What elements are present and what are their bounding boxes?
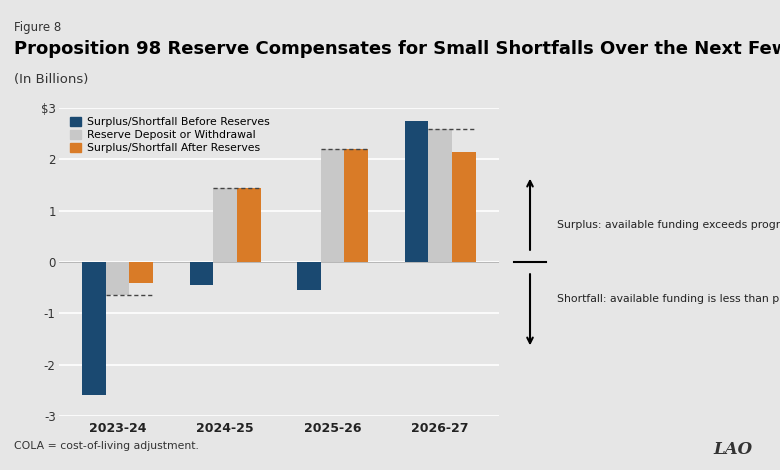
- Bar: [405, 121, 428, 262]
- Bar: [190, 262, 213, 285]
- Bar: [428, 129, 452, 262]
- Text: (In Billions): (In Billions): [14, 73, 88, 86]
- Text: Figure 8: Figure 8: [14, 21, 62, 34]
- Legend: Surplus/Shortfall Before Reserves, Reserve Deposit or Withdrawal, Surplus/Shortf: Surplus/Shortfall Before Reserves, Reser…: [69, 115, 271, 156]
- Text: Surplus: available funding exceeds program costs, adjusted for COLA.: Surplus: available funding exceeds progr…: [557, 220, 780, 230]
- Bar: [452, 152, 476, 262]
- Bar: [321, 149, 345, 262]
- Text: LAO: LAO: [714, 441, 753, 458]
- Bar: [297, 262, 321, 290]
- Bar: [129, 262, 153, 282]
- Text: COLA = cost-of-living adjustment.: COLA = cost-of-living adjustment.: [14, 441, 199, 451]
- Bar: [82, 262, 106, 395]
- Text: Shortfall: available funding is less than program costs, adjusted for COLA.: Shortfall: available funding is less tha…: [557, 294, 780, 304]
- Bar: [345, 149, 368, 262]
- Text: Proposition 98 Reserve Compensates for Small Shortfalls Over the Next Few Years: Proposition 98 Reserve Compensates for S…: [14, 40, 780, 58]
- Bar: [237, 188, 261, 262]
- Bar: [213, 188, 237, 262]
- Bar: [106, 262, 129, 295]
